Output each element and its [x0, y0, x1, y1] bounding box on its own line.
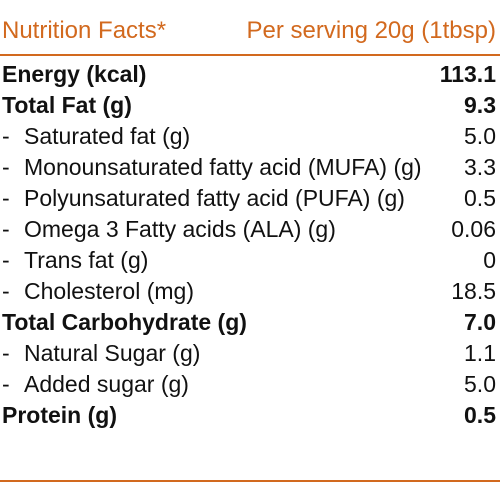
nutrient-row-pufa: Polyunsaturated fatty acid (PUFA) (g) 0.…: [0, 183, 500, 214]
footer-divider: [0, 480, 500, 482]
nutrient-list: Energy (kcal) 113.1 Total Fat (g) 9.3 Sa…: [0, 59, 500, 431]
nutrient-value: 3.3: [464, 154, 496, 180]
nutrient-row-mufa: Monounsaturated fatty acid (MUFA) (g) 3.…: [0, 152, 500, 183]
nutrient-label: Saturated fat (g): [0, 121, 190, 152]
nutrient-row-total-fat: Total Fat (g) 9.3: [0, 90, 500, 121]
nutrient-label: Monounsaturated fatty acid (MUFA) (g): [0, 152, 422, 183]
nutrient-label: Natural Sugar (g): [0, 338, 200, 369]
nutrient-value: 0: [483, 247, 496, 273]
nutrient-row-trans-fat: Trans fat (g) 0: [0, 245, 500, 276]
nutrient-label: Energy (kcal): [2, 61, 147, 87]
nutrient-row-total-carbohydrate: Total Carbohydrate (g) 7.0: [0, 307, 500, 338]
nutrient-row-added-sugar: Added sugar (g) 5.0: [0, 369, 500, 400]
nutrient-label: Polyunsaturated fatty acid (PUFA) (g): [0, 183, 405, 214]
nutrient-value: 113.1: [439, 61, 496, 87]
nutrient-row-omega3: Omega 3 Fatty acids (ALA) (g) 0.06: [0, 214, 500, 245]
nutrient-row-saturated-fat: Saturated fat (g) 5.0: [0, 121, 500, 152]
nutrient-label: Trans fat (g): [0, 245, 148, 276]
nutrient-value: 5.0: [464, 123, 496, 149]
nutrient-label: Cholesterol (mg): [0, 276, 194, 307]
nutrient-value: 0.06: [451, 216, 496, 242]
nutrient-value: 7.0: [464, 309, 496, 335]
nutrition-header: Nutrition Facts* Per serving 20g (1tbsp): [0, 14, 500, 48]
header-divider: [0, 54, 500, 56]
nutrient-value: 0.5: [464, 402, 496, 428]
nutrient-value: 0.5: [464, 185, 496, 211]
nutrient-label: Total Carbohydrate (g): [2, 309, 247, 335]
nutrition-title: Nutrition Facts*: [2, 17, 167, 44]
nutrient-row-cholesterol: Cholesterol (mg) 18.5: [0, 276, 500, 307]
nutrient-value: 9.3: [464, 92, 496, 118]
nutrient-value: 18.5: [451, 278, 496, 304]
nutrient-value: 5.0: [464, 371, 496, 397]
nutrient-row-protein: Protein (g) 0.5: [0, 400, 500, 431]
serving-size: Per serving 20g (1tbsp): [246, 17, 496, 44]
nutrient-label: Omega 3 Fatty acids (ALA) (g): [0, 214, 336, 245]
nutrient-label: Total Fat (g): [2, 92, 132, 118]
nutrient-label: Added sugar (g): [0, 369, 189, 400]
nutrient-row-natural-sugar: Natural Sugar (g) 1.1: [0, 338, 500, 369]
nutrient-row-energy: Energy (kcal) 113.1: [0, 59, 500, 90]
nutrient-label: Protein (g): [2, 402, 117, 428]
nutrient-value: 1.1: [464, 340, 496, 366]
